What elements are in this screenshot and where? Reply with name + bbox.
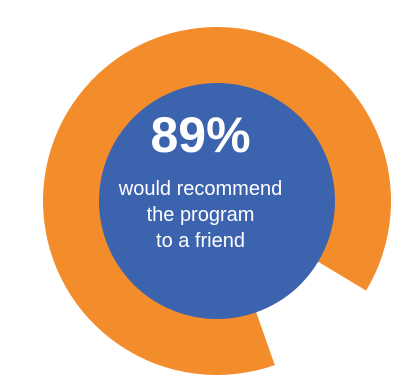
caption-line-3: to a friend <box>156 230 245 252</box>
caption-line-1: would recommend <box>118 178 283 200</box>
caption-line-2: the program <box>146 204 255 226</box>
center-disc <box>99 83 335 319</box>
percentage-value: 89% <box>150 107 251 163</box>
